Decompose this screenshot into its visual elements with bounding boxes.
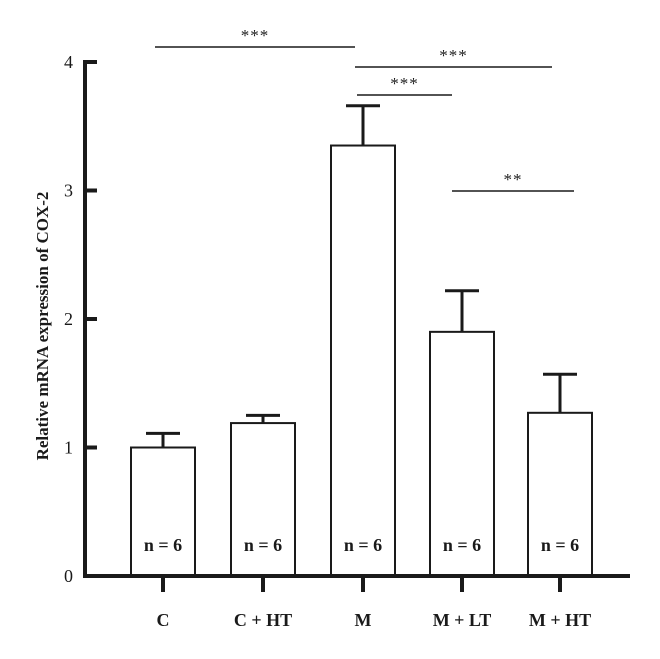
error-bars-layer [146,104,577,448]
x-tick-label-1: C + HT [234,610,292,630]
bar-1 [230,422,296,577]
bar-n-label-0: n = 6 [144,535,182,555]
bar-3 [429,330,495,577]
y-tick-label-0: 0 [64,566,73,586]
x-ticks-layer: C C + HT M M + LT M + HT [157,576,591,630]
bar-0 [130,446,196,577]
significance-layer: *********** [155,26,574,192]
bar-n-label-3: n = 6 [443,535,481,555]
bar-n-label-1: n = 6 [244,535,282,555]
bars-layer: n = 6 n = 6 n = 6 n = 6 n = 6 [130,144,593,577]
significance-label-1: *** [439,46,468,65]
y-axis-label: Relative mRNA expression of COX-2 [33,192,52,461]
significance-label-2: *** [390,74,419,93]
y-tick-label-4: 4 [64,52,73,72]
y-ticks-layer: 0 1 2 3 4 [64,52,97,586]
bar-n-label-4: n = 6 [541,535,579,555]
x-tick-label-2: M [355,610,372,630]
x-tick-label-0: C [157,610,170,630]
bar-2 [330,144,396,577]
y-tick-label-2: 2 [64,309,73,329]
y-tick-label-3: 3 [64,181,73,201]
significance-label-0: *** [241,26,270,45]
x-tick-label-4: M + HT [529,610,591,630]
significance-label-3: ** [504,170,523,189]
x-tick-label-3: M + LT [433,610,492,630]
bar-n-label-2: n = 6 [344,535,382,555]
y-tick-label-1: 1 [64,438,73,458]
